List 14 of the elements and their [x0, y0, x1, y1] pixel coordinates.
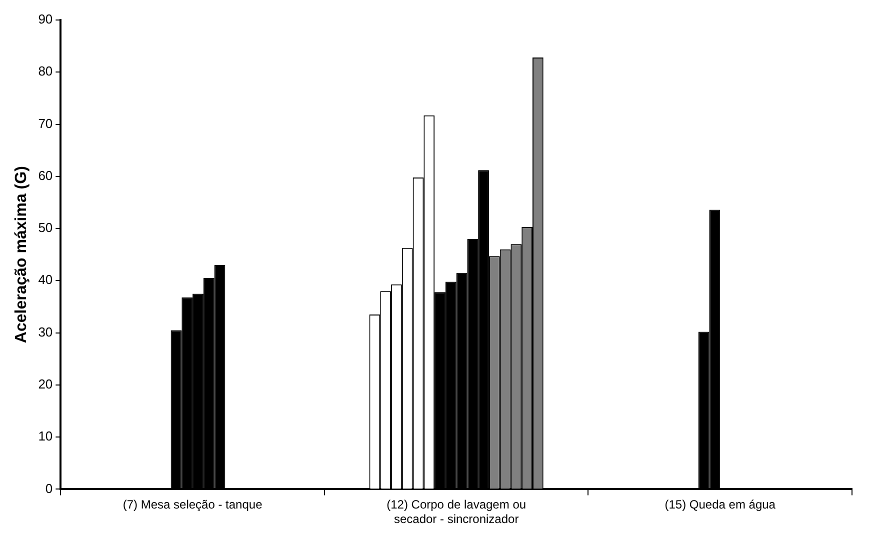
y-tick-label: 40: [38, 272, 53, 288]
y-tick-label: 10: [38, 428, 53, 444]
y-tick-label: 60: [38, 168, 53, 183]
y-axis-title: Aceleração máxima (G): [13, 166, 30, 344]
y-tick-label: 0: [45, 480, 53, 496]
y-tick-label: 50: [38, 220, 53, 236]
y-tick-label: 80: [38, 64, 53, 79]
y-tick-label: 90: [38, 12, 53, 27]
y-tick-label: 30: [38, 324, 53, 340]
y-tick-label: 20: [38, 376, 53, 392]
x-tick-label: (12) Corpo de lavagem ou secador - sincronizador: [386, 498, 526, 526]
x-tick-label: (15) Queda em água: [664, 498, 776, 512]
x-tick-label: (7) Mesa seleção - tanque: [122, 498, 263, 512]
y-tick-label: 70: [38, 116, 53, 131]
